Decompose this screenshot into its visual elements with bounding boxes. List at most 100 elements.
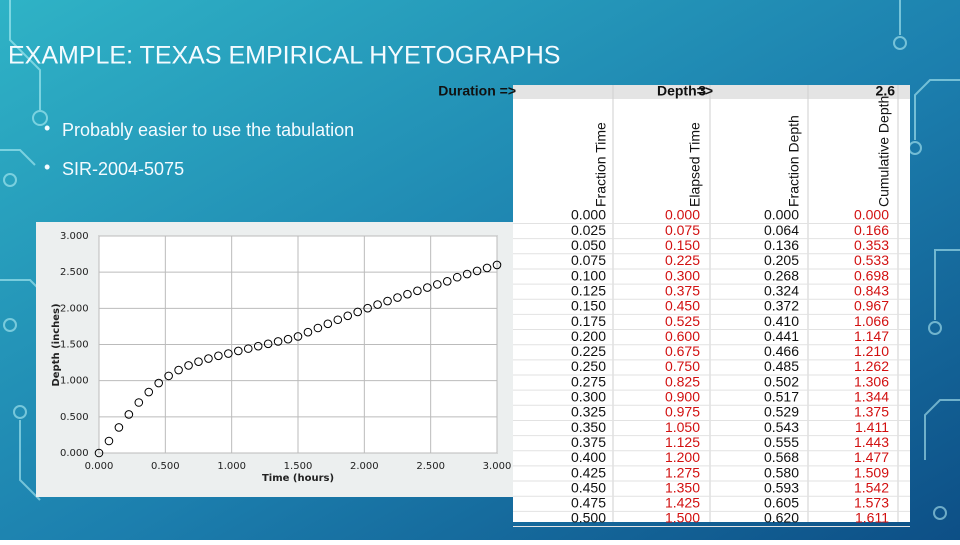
table-cell: 0.843 xyxy=(854,282,889,298)
bullet: SIR-2004-5075 xyxy=(62,159,184,179)
table-cell: 1.611 xyxy=(855,510,889,526)
table-cell: 1.125 xyxy=(665,434,700,450)
point xyxy=(442,276,452,286)
x-tick-label: 1.500 xyxy=(284,461,313,472)
table-cell: 0.466 xyxy=(764,343,799,359)
table-cell: 0.205 xyxy=(764,252,799,268)
table-cell: 0.555 xyxy=(764,434,799,450)
y-tick-label: 0.000 xyxy=(60,448,89,459)
table-header: Depth=> xyxy=(657,83,713,99)
table-cell: 0.225 xyxy=(571,343,606,359)
table-cell: 0.600 xyxy=(665,328,700,344)
table-cell: 0.675 xyxy=(665,343,700,359)
table-cell: 0.525 xyxy=(665,313,700,329)
column-header: Fraction Depth xyxy=(786,115,802,207)
point xyxy=(144,387,154,397)
table-cell: 0.000 xyxy=(854,207,889,223)
table-cell: 0.400 xyxy=(571,449,606,465)
table-cell: 0.568 xyxy=(764,449,799,465)
column-header: Fraction Time xyxy=(593,122,609,207)
table-cell: 0.075 xyxy=(665,222,700,238)
y-tick-label: 1.500 xyxy=(60,340,89,351)
table-cell: 1.210 xyxy=(854,343,889,359)
table-cell: 0.000 xyxy=(571,207,606,223)
table-cell: 0.050 xyxy=(571,237,606,253)
table-cell: 0.543 xyxy=(764,419,799,435)
point xyxy=(224,349,233,358)
table-cell: 0.075 xyxy=(571,252,606,268)
table-cell: 1.200 xyxy=(665,449,700,465)
point xyxy=(134,398,144,407)
x-tick-label: 1.000 xyxy=(217,461,246,472)
point xyxy=(263,339,273,349)
table-cell: 1.477 xyxy=(854,449,889,465)
point xyxy=(333,315,343,325)
table-panel xyxy=(513,85,910,522)
table-cell: 1.573 xyxy=(854,495,889,511)
table-cell: 0.825 xyxy=(665,373,700,389)
table-cell: 1.050 xyxy=(665,419,700,435)
x-tick-label: 2.500 xyxy=(416,461,445,472)
point xyxy=(363,303,372,313)
table-cell: 0.517 xyxy=(764,389,799,405)
y-tick-label: 3.000 xyxy=(60,231,89,242)
x-tick-label: 0.500 xyxy=(151,461,180,472)
table-cell: 0.150 xyxy=(571,298,606,314)
point xyxy=(94,448,104,458)
table-cell: 0.268 xyxy=(764,267,799,283)
x-tick-label: 2.000 xyxy=(350,461,379,472)
point xyxy=(343,311,353,321)
table-cell: 0.324 xyxy=(764,282,799,298)
y-axis-label: Depth (inches) xyxy=(51,303,62,386)
point xyxy=(433,280,442,289)
table-cell: 0.100 xyxy=(571,267,606,283)
point xyxy=(373,300,382,309)
table-cell: 0.200 xyxy=(571,328,606,344)
point xyxy=(452,272,462,282)
table-cell: 0.275 xyxy=(571,373,606,389)
table-cell: 1.443 xyxy=(854,434,889,450)
table-cell: 0.375 xyxy=(571,434,606,450)
table-header: 3 xyxy=(698,83,706,99)
point xyxy=(393,293,402,302)
point xyxy=(353,307,363,317)
table-cell: 0.372 xyxy=(764,298,799,314)
point xyxy=(174,365,183,375)
x-tick-label: 0.000 xyxy=(85,461,114,472)
table-cell: 0.605 xyxy=(764,495,799,511)
point xyxy=(243,344,253,353)
table-header: Duration => xyxy=(438,83,516,99)
table-cell: 0.250 xyxy=(571,358,606,374)
column-header: Elapsed Time xyxy=(687,122,703,207)
table-cell: 0.502 xyxy=(764,373,799,389)
table-cell: 0.529 xyxy=(764,404,799,420)
table-cell: 0.533 xyxy=(854,252,889,268)
point xyxy=(293,332,303,341)
table-cell: 1.375 xyxy=(854,404,889,420)
point xyxy=(283,334,293,344)
table-header: 2.6 xyxy=(876,83,896,99)
bullet-dot: • xyxy=(44,118,50,138)
point xyxy=(472,266,482,276)
table-cell: 0.441 xyxy=(764,328,799,344)
table-cell: 0.136 xyxy=(764,237,799,253)
point xyxy=(492,260,502,270)
table-cell: 0.975 xyxy=(665,404,700,420)
point xyxy=(273,337,283,346)
table-cell: 1.306 xyxy=(854,373,889,389)
table-cell: 0.485 xyxy=(764,358,799,374)
point xyxy=(403,289,412,299)
point xyxy=(462,269,472,279)
table-cell: 0.375 xyxy=(665,282,700,298)
table-cell: 0.450 xyxy=(665,298,700,314)
point xyxy=(194,357,203,367)
table-cell: 0.593 xyxy=(764,479,799,495)
y-tick-label: 2.000 xyxy=(60,303,89,314)
table-cell: 1.262 xyxy=(854,358,889,374)
table-cell: 1.500 xyxy=(665,510,700,526)
bullet-dot: • xyxy=(44,157,50,177)
table-cell: 0.000 xyxy=(665,207,700,223)
point xyxy=(253,341,263,351)
